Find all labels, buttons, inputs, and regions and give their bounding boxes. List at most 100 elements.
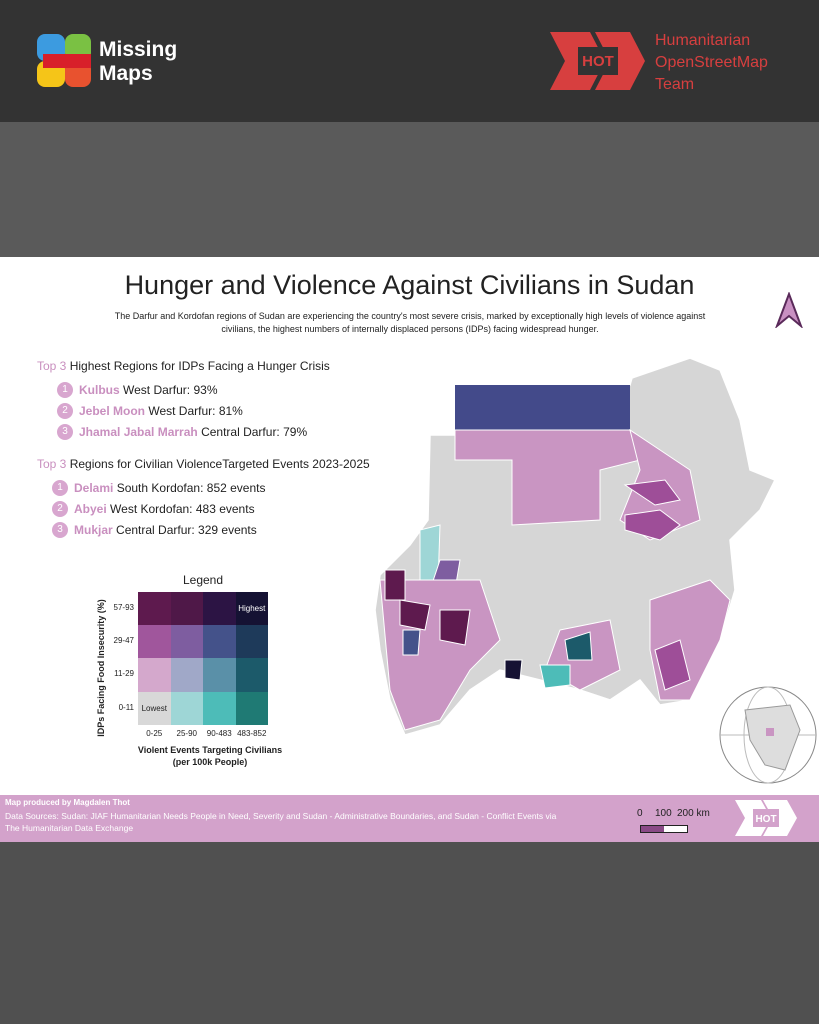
legend-lowest: Lowest [141, 703, 167, 713]
brand-right: Humanitarian OpenStreetMap Team [655, 30, 768, 96]
brand-line: Missing [99, 38, 178, 61]
top-bar [0, 0, 819, 122]
rank-badge: 1 [52, 480, 68, 496]
sources-line: The Humanitarian Data Exchange [5, 823, 134, 833]
item-name: Mukjar [74, 523, 113, 537]
item-detail: West Kordofan: 483 events [110, 502, 255, 516]
brand-line: Maps [99, 62, 153, 85]
legend-x-label: Violent Events Targeting Civilians (per 1… [110, 744, 310, 768]
globe-land [744, 704, 801, 771]
list-item: Abyei West Kordofan: 483 events [74, 502, 255, 516]
legend-highest: Highest [238, 604, 266, 613]
item-detail: Central Darfur: 329 events [116, 523, 257, 537]
north-arrow [775, 292, 803, 328]
legend-cell [138, 658, 171, 692]
item-name: Kulbus [79, 383, 120, 397]
legend-y-class: 57-93 [113, 603, 134, 612]
legend-cell [170, 592, 203, 626]
legend-cell [138, 691, 171, 725]
brand-line: Humanitarian [655, 32, 751, 49]
rank-badge: 1 [57, 382, 73, 398]
rank-badge: 3 [52, 522, 68, 538]
heading-text: Regions for Civilian ViolenceTargeted Ev… [69, 457, 370, 471]
legend-cell [203, 625, 236, 659]
legend-cell [138, 592, 171, 626]
legend-cell [235, 592, 268, 626]
list-heading: Top 3 Regions for Civilian ViolenceTarge… [37, 457, 370, 471]
legend-cell [235, 625, 268, 659]
subtitle: The Darfur and Kordofan regions of Sudan… [60, 310, 760, 336]
legend-y-class: 11-29 [114, 669, 134, 679]
heading-text: Highest Regions for IDPs Facing a Hunger… [69, 359, 330, 373]
region [384, 569, 406, 601]
region [379, 579, 501, 731]
subtitle-line: civilians, the highest numbers of intern… [221, 324, 599, 334]
legend-y-class: 29-47 [113, 636, 134, 646]
scale-label: 0 [637, 808, 643, 819]
scale-bar [640, 825, 688, 833]
legend-x-class: 483-852 [237, 728, 267, 738]
item-detail: West Darfur: 93% [123, 383, 218, 397]
brand-line: Team [655, 76, 695, 93]
legend-title: Legend [182, 573, 224, 587]
heading-prefix: Top 3 [37, 457, 67, 471]
legend-x-line: (per 100k People) [172, 757, 248, 767]
heading-prefix: Top 3 [37, 359, 67, 373]
item-detail: West Darfur: 81% [148, 404, 243, 418]
list-item: Delami South Kordofan: 852 events [74, 481, 265, 495]
rank-badge: 3 [57, 424, 73, 440]
bg-band [0, 122, 819, 257]
scale-label: 200 km [677, 808, 710, 819]
legend-cell [235, 658, 268, 692]
region [504, 659, 523, 681]
legend-cell [203, 658, 236, 692]
region [649, 579, 731, 701]
footer-hot-logo: HOT [735, 800, 797, 836]
bg-band [0, 842, 819, 1024]
brand-left: Missing Maps [99, 38, 177, 86]
legend-x-class: 0-25 [146, 728, 163, 738]
list-item: Kulbus West Darfur: 93% [79, 383, 218, 397]
subtitle-line: The Darfur and Kordofan regions of Sudan… [114, 311, 706, 321]
map [374, 357, 817, 784]
legend-y-label: IDPs Facing Food Insecurity (%) [96, 599, 106, 737]
region [564, 631, 593, 661]
legend-cell [138, 625, 171, 659]
legend-cell [170, 625, 203, 659]
footer-producer: Map produced by Magdalen Thot [5, 798, 130, 807]
legend-cell [170, 691, 203, 725]
item-name: Delami [74, 481, 114, 495]
footer [0, 795, 819, 842]
legend-cell [170, 658, 203, 692]
title: Hunger and Violence Against Civilians in… [124, 270, 695, 300]
legend-x-class: 90-483 [206, 728, 232, 738]
sources-line: Data Sources: Sudan: JIAF Humanitarian N… [5, 811, 557, 821]
region [402, 629, 421, 656]
legend-cell [203, 592, 236, 626]
brand-line: OpenStreetMap [655, 54, 768, 71]
region [654, 639, 691, 691]
list-item: Jhamal Jabal Marrah Central Darfur: 79% [79, 425, 307, 439]
rank-badge: 2 [52, 501, 68, 517]
list-heading: Top 3 Highest Regions for IDPs Facing a … [37, 359, 330, 373]
item-detail: South Kordofan: 852 events [116, 481, 266, 495]
footer-sources: Data Sources: Sudan: JIAF Humanitarian N… [5, 810, 556, 834]
region [399, 599, 431, 631]
region [624, 509, 681, 541]
hot-logo: HOT [550, 32, 645, 90]
legend-cell [235, 691, 268, 725]
item-name: Abyei [74, 502, 107, 516]
legend-cell [203, 691, 236, 725]
item-name: Jebel Moon [79, 404, 146, 418]
region [439, 609, 471, 646]
logo-icon [37, 34, 91, 87]
hot-badge: HOT [755, 814, 776, 825]
region [623, 479, 681, 506]
item-detail: Central Darfur: 79% [201, 425, 308, 439]
scale-label: 100 [655, 808, 672, 819]
item-name: Jhamal Jabal Marrah [79, 425, 198, 439]
list-item: Mukjar Central Darfur: 329 events [74, 523, 257, 537]
hot-badge: HOT [582, 53, 614, 70]
list-item: Jebel Moon West Darfur: 81% [79, 404, 243, 418]
